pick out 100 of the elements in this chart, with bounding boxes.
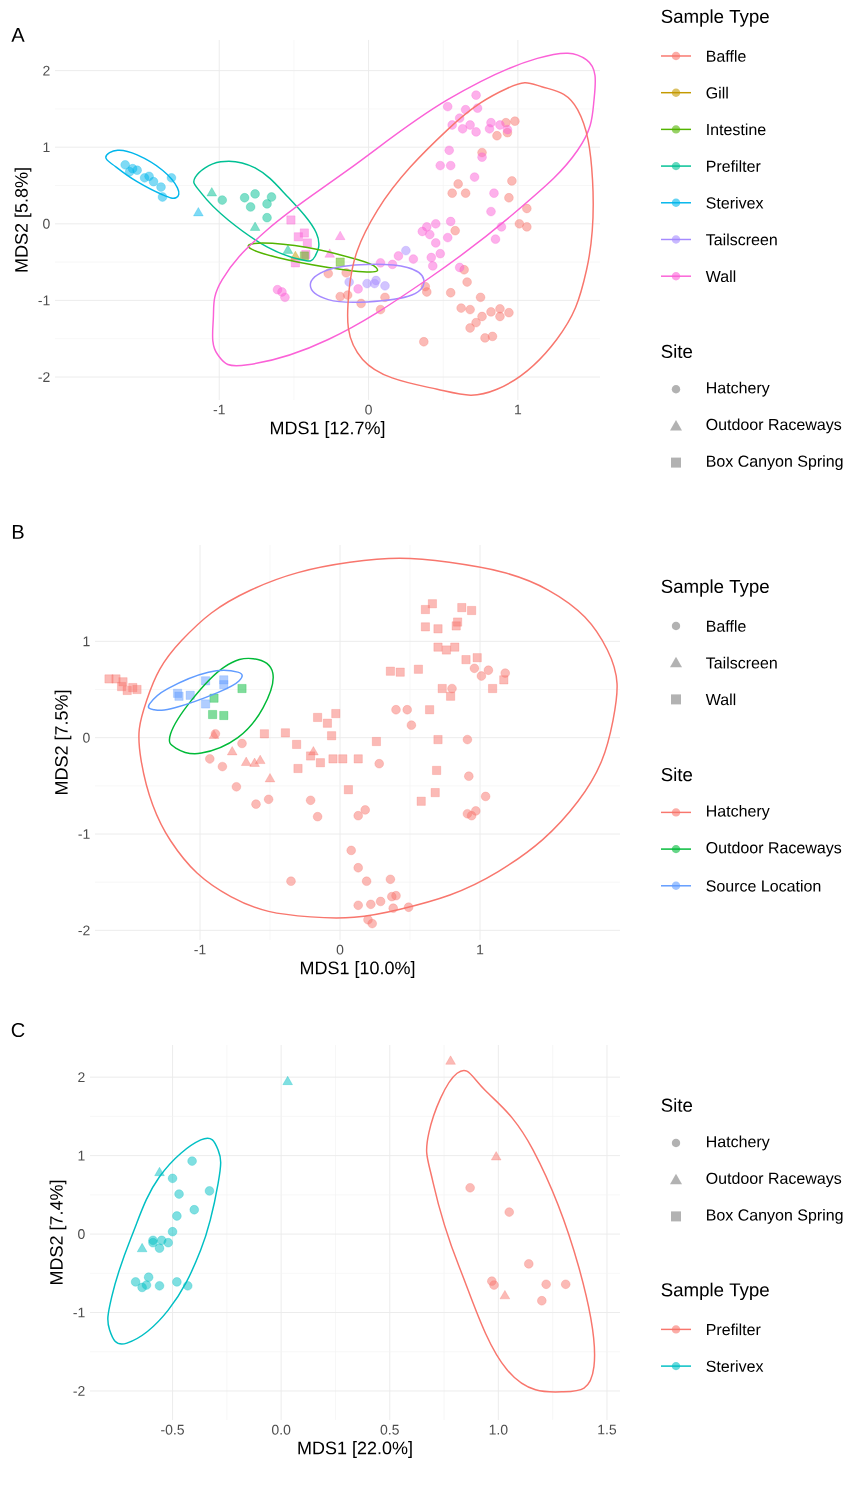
point: [335, 230, 346, 240]
point: [281, 728, 290, 738]
legend-label: Outdoor Raceways: [706, 418, 842, 434]
point: [372, 737, 381, 746]
point: [323, 718, 332, 728]
point: [446, 288, 456, 298]
point: [486, 206, 496, 217]
point: [495, 304, 505, 314]
chart-title: B: [12, 525, 24, 539]
point: [433, 735, 443, 744]
text: Site: [661, 767, 693, 782]
y-axis-title: MDS2 [5.8%]: [14, 168, 32, 272]
point: [353, 811, 363, 821]
legend-label: Outdoor Raceways: [706, 1172, 842, 1188]
point: [167, 1227, 178, 1237]
point: [132, 685, 142, 694]
point: [353, 284, 363, 294]
point: [537, 1296, 547, 1306]
point: [201, 699, 211, 709]
point: [453, 179, 463, 189]
point: [282, 244, 294, 254]
y-tick-label: 0: [43, 218, 50, 229]
point: [313, 713, 323, 722]
x-tick-label: 1.5: [598, 1424, 617, 1435]
point: [380, 281, 390, 291]
point: [425, 705, 435, 715]
point: [514, 219, 525, 229]
point: [204, 1186, 215, 1196]
legend-label: Box Canyon Spring: [707, 455, 843, 471]
point: [467, 606, 477, 615]
point: [464, 771, 474, 781]
legend-label: Sterivex: [706, 1360, 764, 1372]
point: [154, 1281, 165, 1291]
point: [130, 1277, 141, 1287]
point: [385, 874, 396, 884]
point: [444, 145, 454, 155]
legend-label: Tailscreen: [706, 233, 777, 246]
point: [217, 195, 227, 205]
point: [172, 1277, 182, 1287]
point: [249, 221, 261, 231]
point: [388, 903, 398, 913]
x-tick-label: 1: [477, 944, 484, 955]
point: [460, 188, 471, 198]
point: [462, 734, 473, 745]
point: [154, 1243, 165, 1253]
text: Sample Type: [661, 9, 769, 27]
point: [293, 232, 303, 242]
point: [477, 152, 487, 162]
point: [483, 665, 494, 675]
point: [367, 918, 377, 929]
legend-label: Baffle: [707, 620, 746, 632]
point: [471, 317, 481, 328]
point: [489, 1280, 499, 1290]
point: [522, 203, 532, 214]
point: [391, 705, 401, 715]
point: [346, 845, 356, 856]
point: [433, 624, 443, 634]
point: [465, 1183, 475, 1193]
point: [522, 222, 532, 232]
point: [272, 285, 283, 295]
x-tick-label: 1: [515, 404, 522, 415]
point: [504, 193, 514, 203]
point: [471, 127, 481, 137]
point: [416, 796, 426, 806]
chart-title: A: [11, 28, 25, 42]
point: [465, 323, 475, 333]
point: [375, 896, 386, 907]
point: [174, 1189, 184, 1199]
point: [431, 238, 441, 248]
point: [335, 291, 345, 302]
point: [163, 1238, 173, 1248]
y-tick-label: -2: [38, 372, 50, 382]
point: [561, 1279, 571, 1289]
chart-title: C: [11, 1022, 25, 1038]
legend-label: Hatchery: [707, 381, 770, 397]
x-tick-label: 0.5: [380, 1424, 399, 1435]
point: [447, 683, 457, 694]
x-tick-label: -1: [213, 404, 225, 415]
point: [502, 124, 513, 135]
point: [111, 674, 121, 684]
point: [428, 261, 438, 271]
y-tick-label: 1: [83, 636, 90, 647]
point: [433, 642, 443, 652]
point: [148, 177, 159, 187]
point: [471, 806, 481, 816]
point: [386, 666, 395, 676]
point: [425, 229, 435, 240]
point: [260, 729, 269, 739]
y-axis-title: MDS2 [7.5%]: [54, 690, 72, 795]
legend-label: Prefilter: [707, 160, 761, 172]
point: [156, 182, 166, 192]
point: [251, 799, 261, 809]
point: [491, 1151, 502, 1161]
y-tick-label: -1: [38, 295, 50, 306]
point: [496, 222, 507, 232]
point: [231, 782, 242, 792]
point: [480, 333, 490, 343]
point: [447, 188, 457, 198]
point: [335, 257, 345, 267]
point: [282, 1076, 293, 1085]
